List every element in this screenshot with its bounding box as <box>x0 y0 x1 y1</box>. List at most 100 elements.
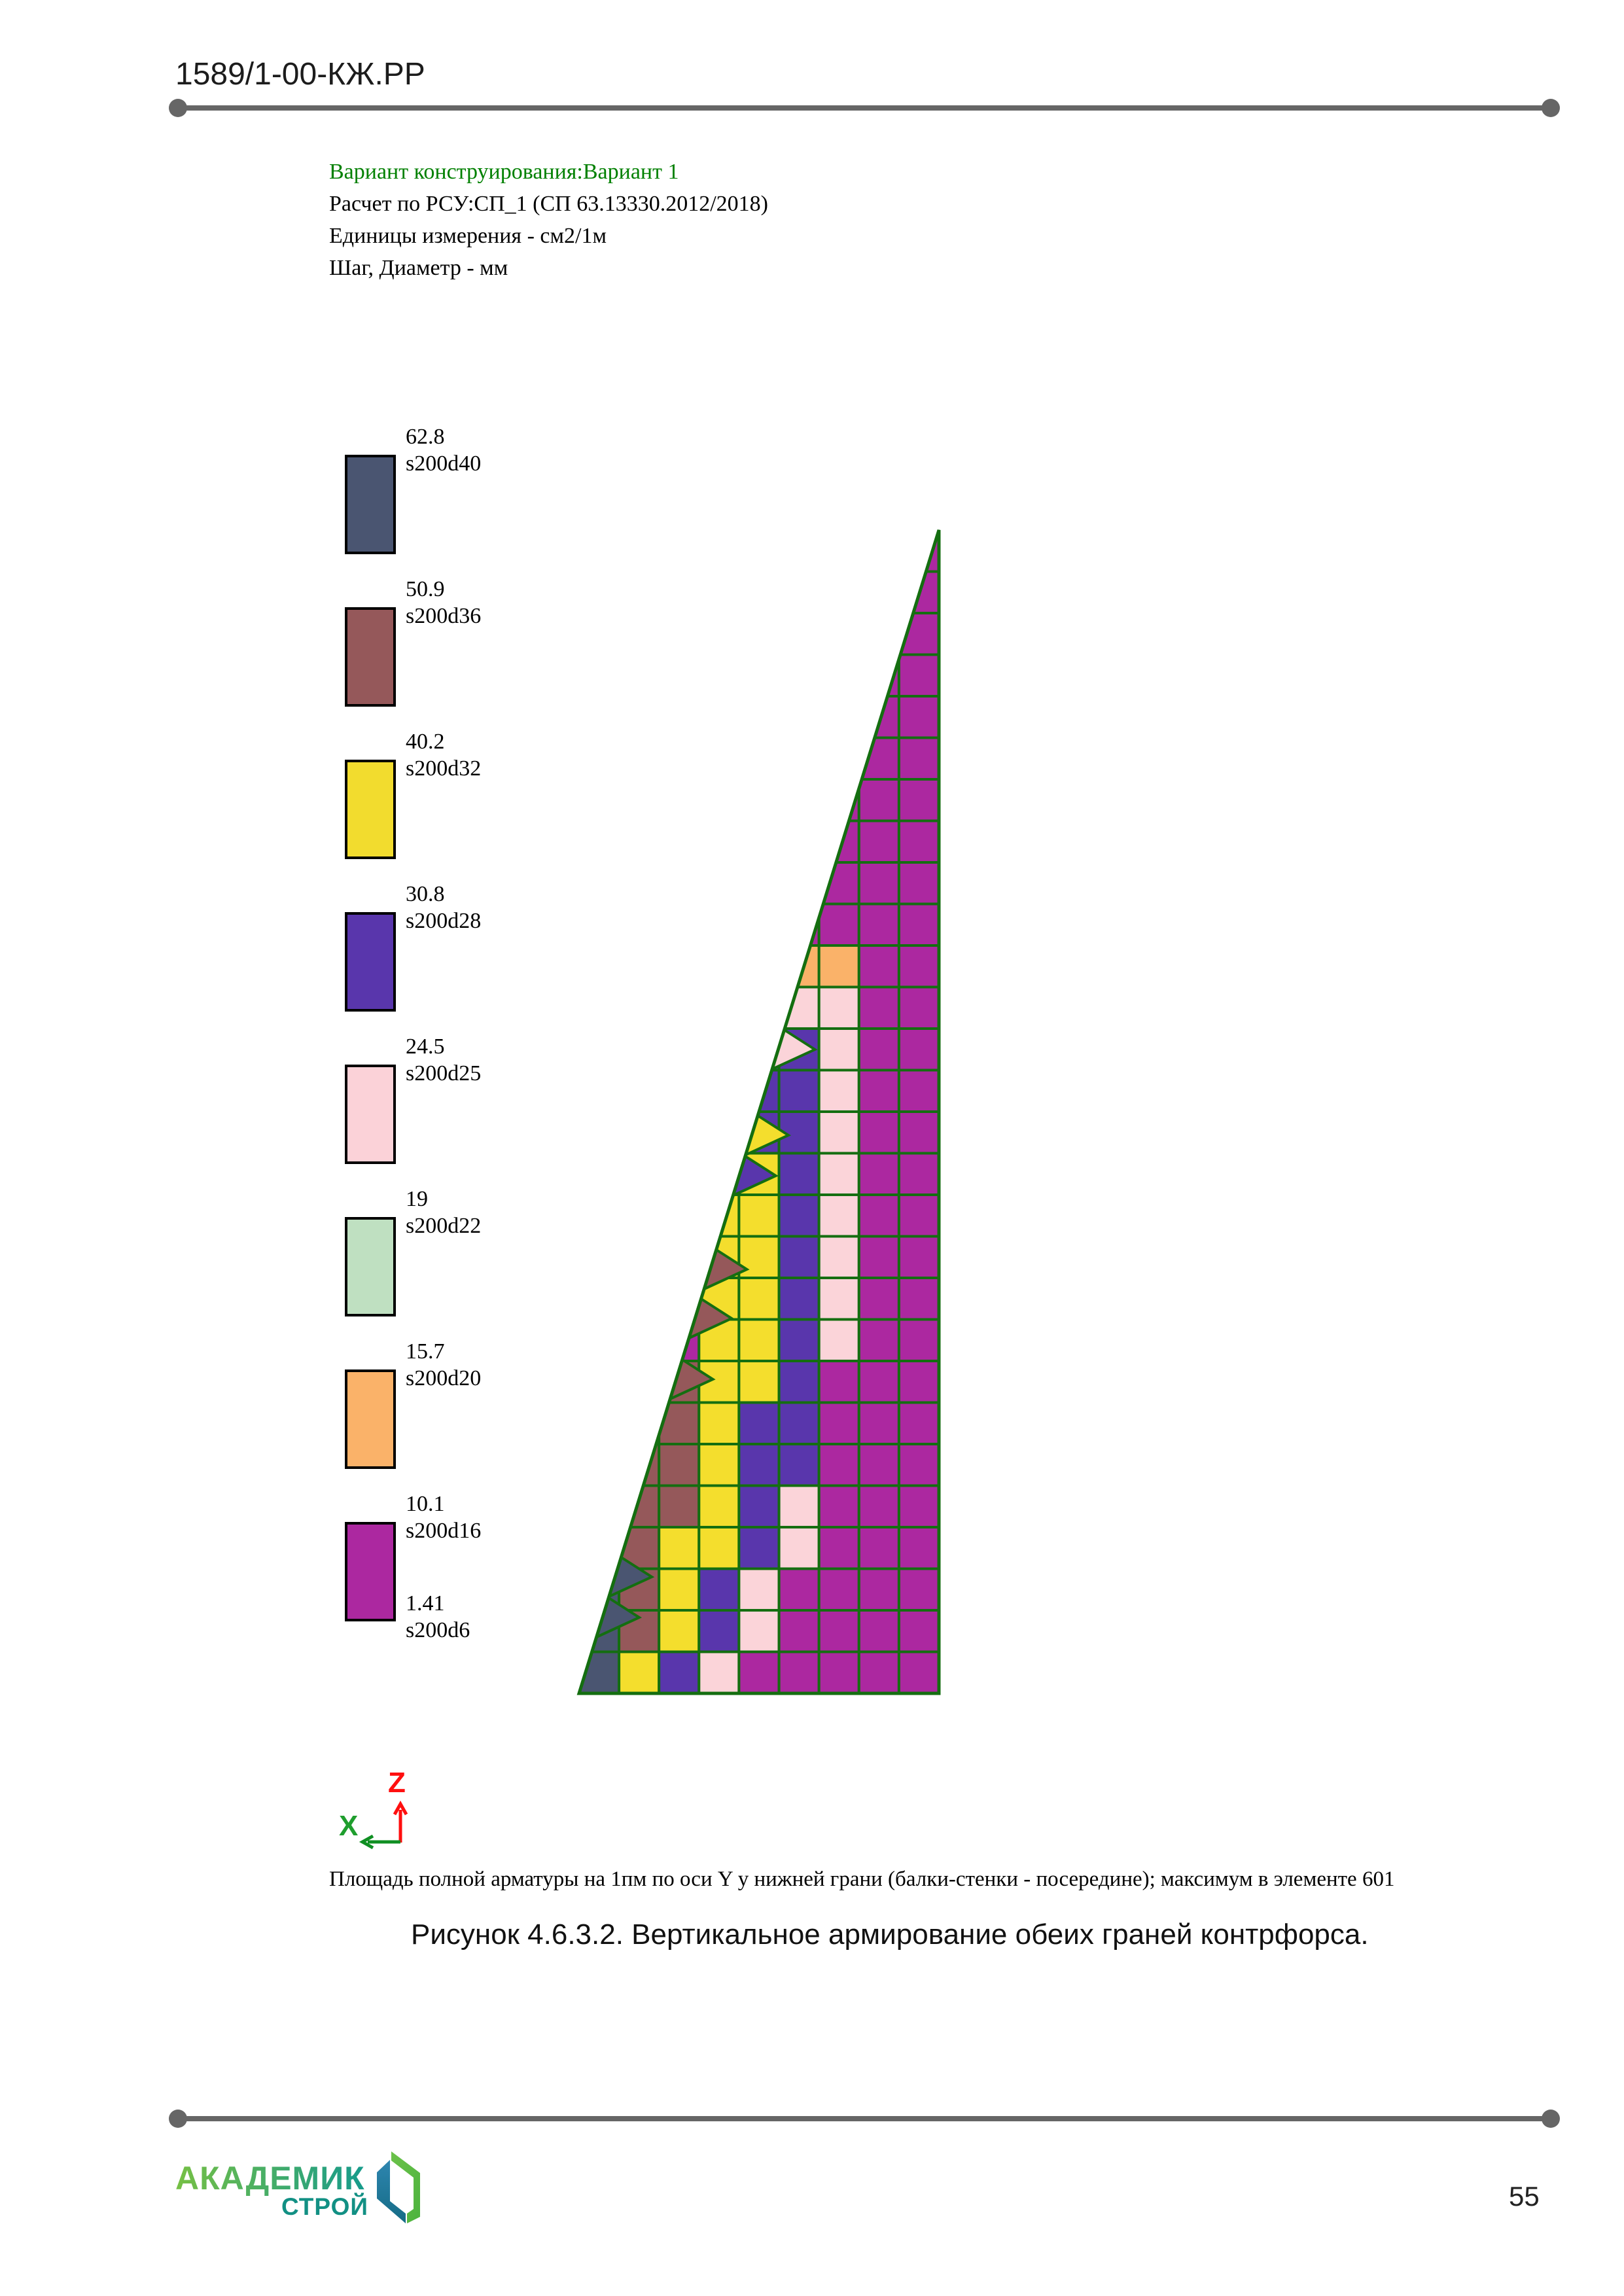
legend-value: 1.41 <box>406 1591 445 1616</box>
logo-text-main: АКАДЕМИК <box>175 2160 365 2197</box>
legend-label: 50.9 s200d36 <box>406 576 481 629</box>
mesh-cell <box>737 1318 781 1362</box>
footer-rule-left-dot <box>169 2110 187 2128</box>
document-code: 1589/1-00-КЖ.РР <box>175 57 425 92</box>
mesh-cell <box>897 1277 940 1321</box>
mesh-cell <box>737 1360 781 1404</box>
mesh-cell <box>857 1443 900 1487</box>
mesh-cell <box>897 1152 940 1196</box>
legend-label: 19 s200d22 <box>406 1186 481 1239</box>
legend-value: 30.8 <box>406 882 445 906</box>
logo-icon-right-part <box>391 2151 420 2223</box>
mesh-cell <box>737 1193 781 1238</box>
mesh-cell <box>857 1526 900 1570</box>
legend-spec: s200d40 <box>406 451 482 476</box>
mesh-cell <box>857 778 900 822</box>
logo-house-icon <box>377 2151 420 2223</box>
mesh-cell <box>697 1484 741 1528</box>
mesh-cell <box>857 1401 900 1445</box>
legend-color-box <box>345 1522 396 1621</box>
step-diameter-line: Шаг, Диаметр - мм <box>329 256 508 280</box>
mesh-cell <box>777 1567 821 1612</box>
mesh-cell <box>897 1443 940 1487</box>
legend-value: 40.2 <box>406 730 445 754</box>
mesh-svg <box>576 529 941 1695</box>
mesh-cell <box>817 1193 860 1238</box>
design-variant-line: Вариант конструирования:Вариант 1 <box>329 160 679 184</box>
mesh-cell <box>817 1277 860 1321</box>
mesh-cell <box>658 1484 701 1528</box>
legend-spec: s200d6 <box>406 1618 470 1642</box>
mesh-cell <box>857 1650 900 1695</box>
mesh-cell <box>777 1235 821 1279</box>
header-rule <box>178 105 1551 111</box>
mesh-cell <box>737 1484 781 1528</box>
footer-rule <box>178 2116 1551 2121</box>
mesh-cell <box>897 1027 940 1072</box>
mesh-cell <box>777 1069 821 1113</box>
mesh-cell <box>817 1484 860 1528</box>
mesh-cell <box>777 1526 821 1570</box>
mesh-cell <box>817 1650 860 1695</box>
mesh-cell <box>737 1650 781 1695</box>
mesh-cell <box>817 1152 860 1196</box>
legend-label: 1.41 s200d6 <box>406 1590 470 1644</box>
logo-icon-left-part <box>377 2160 406 2223</box>
mesh-cell <box>857 1567 900 1612</box>
page-number: 55 <box>1509 2181 1540 2212</box>
mesh-cell <box>817 1318 860 1362</box>
mesh-cell <box>658 1567 701 1612</box>
mesh-cell <box>897 819 940 864</box>
mesh-cell <box>697 1443 741 1487</box>
legend-spec: s200d22 <box>406 1214 482 1238</box>
mesh-cell <box>897 985 940 1030</box>
mesh-cell <box>817 944 860 989</box>
mesh-cell <box>737 1526 781 1570</box>
legend-color-box <box>345 1217 396 1316</box>
mesh-cell <box>817 1401 860 1445</box>
legend-color-box <box>345 607 396 707</box>
legend-label: 15.7 s200d20 <box>406 1338 481 1392</box>
mesh-cell <box>817 1567 860 1612</box>
legend-value: 24.5 <box>406 1034 445 1059</box>
mesh-cell <box>817 1526 860 1570</box>
mesh-cell <box>857 1193 900 1238</box>
mesh-cell <box>857 861 900 906</box>
mesh-cell <box>857 1152 900 1196</box>
mesh-cell <box>897 1069 940 1113</box>
mesh-cell <box>697 1650 741 1695</box>
mesh-cell <box>857 1027 900 1072</box>
mesh-cell <box>897 653 940 698</box>
mesh-cell <box>897 1318 940 1362</box>
mesh-cell <box>697 1609 741 1653</box>
mesh-cell <box>857 1069 900 1113</box>
z-axis-label: Z <box>388 1767 406 1799</box>
mesh-cell <box>737 1609 781 1653</box>
legend-spec: s200d36 <box>406 604 482 628</box>
mesh-cell <box>777 1443 821 1487</box>
legend-spec: s200d16 <box>406 1519 482 1543</box>
legend-color-box <box>345 760 396 859</box>
mesh-cell <box>857 1235 900 1279</box>
mesh-cell <box>897 778 940 822</box>
mesh-cell <box>897 1650 940 1695</box>
mesh-cell <box>737 1567 781 1612</box>
mesh-cell <box>897 1193 940 1238</box>
mesh-cell <box>777 1318 821 1362</box>
legend-value: 19 <box>406 1187 428 1211</box>
mesh-cell <box>618 1650 661 1695</box>
mesh-cell <box>658 1650 701 1695</box>
mesh-cell <box>658 1609 701 1653</box>
mesh-cell <box>697 1526 741 1570</box>
calculation-norm-line: Расчет по РСУ:СП_1 (СП 63.13330.2012/201… <box>329 192 768 216</box>
x-axis-label: X <box>339 1810 359 1842</box>
mesh-cell <box>737 1277 781 1321</box>
legend-label: 10.1 s200d16 <box>406 1491 481 1544</box>
units-line: Единицы измерения - см2/1м <box>329 224 607 248</box>
mesh-outline <box>576 529 941 1695</box>
mesh-cell <box>817 985 860 1030</box>
mesh-cell <box>817 1110 860 1155</box>
mesh-cell <box>897 1526 940 1570</box>
legend-color-box <box>345 1065 396 1164</box>
